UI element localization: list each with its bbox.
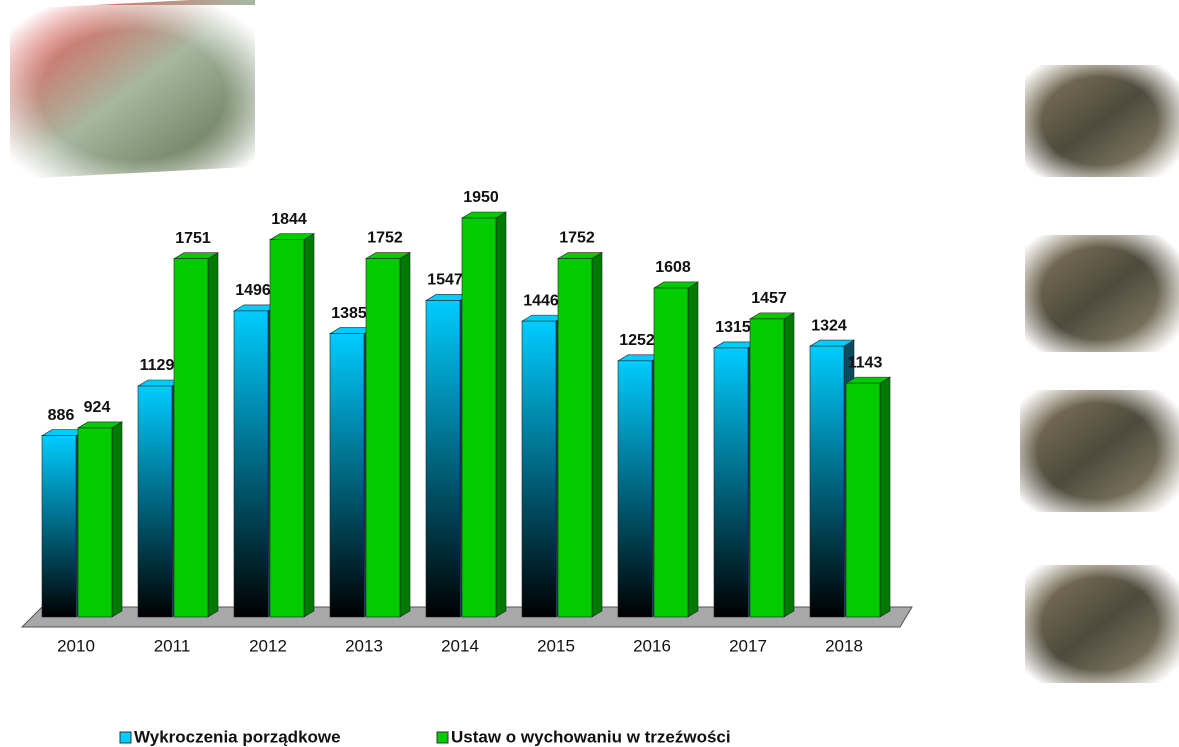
bar (137, 385, 173, 618)
bar (365, 258, 401, 618)
value-label: 1752 (367, 230, 403, 247)
value-label: 1950 (463, 189, 499, 206)
value-label: 886 (48, 407, 75, 424)
bar-side (591, 251, 603, 618)
x-tick-label: 2017 (729, 636, 767, 655)
bar-side (111, 421, 123, 618)
x-tick-label: 2010 (57, 636, 95, 655)
legend-marker (119, 731, 132, 744)
value-label: 1457 (751, 290, 787, 307)
photo (1020, 230, 1179, 357)
bar (521, 320, 557, 618)
bar (617, 360, 653, 618)
value-label: 1496 (235, 282, 271, 299)
bar-side (399, 251, 411, 618)
bar (329, 333, 365, 618)
value-label: 1315 (715, 319, 751, 336)
photo (1020, 60, 1179, 182)
value-label: 1324 (811, 317, 847, 334)
bar (233, 310, 269, 618)
bar (77, 427, 113, 618)
bar (269, 239, 305, 618)
photo (5, 0, 260, 185)
bar (809, 345, 845, 618)
value-label: 1385 (331, 305, 367, 322)
value-label: 1446 (523, 292, 559, 309)
photo (1020, 560, 1179, 688)
bar (653, 287, 689, 618)
bar (173, 258, 209, 618)
x-tick-label: 2016 (633, 636, 671, 655)
bar (41, 435, 77, 618)
x-tick-label: 2013 (345, 636, 383, 655)
x-tick-label: 2012 (249, 636, 287, 655)
bar (557, 258, 593, 618)
x-tick-label: 2015 (537, 636, 575, 655)
legend-label: Wykroczenia porządkowe (134, 727, 341, 746)
value-label: 1252 (619, 332, 655, 349)
photo (1015, 385, 1179, 517)
bar-side (303, 233, 315, 618)
x-tick-label: 2014 (441, 636, 479, 655)
x-tick-label: 2011 (154, 636, 191, 655)
legend-label: Ustaw o wychowaniu w trzeźwości (451, 727, 731, 746)
bar-side (783, 312, 795, 618)
bar-side (207, 252, 219, 618)
value-label: 1129 (140, 357, 175, 374)
legend-marker (436, 731, 449, 744)
value-label: 924 (84, 399, 111, 416)
bar (425, 300, 461, 618)
bar-side (687, 281, 699, 618)
value-label: 1143 (848, 354, 883, 371)
bar (845, 382, 881, 618)
bar-side (879, 376, 891, 618)
value-label: 1844 (271, 211, 307, 228)
bar-side (495, 211, 507, 618)
x-tick-label: 2018 (825, 636, 863, 655)
bar (713, 347, 749, 618)
value-label: 1752 (559, 230, 595, 247)
value-label: 1547 (427, 272, 463, 289)
value-label: 1751 (175, 230, 211, 247)
value-label: 1608 (655, 259, 691, 276)
bar (461, 217, 497, 618)
bar (749, 318, 785, 618)
